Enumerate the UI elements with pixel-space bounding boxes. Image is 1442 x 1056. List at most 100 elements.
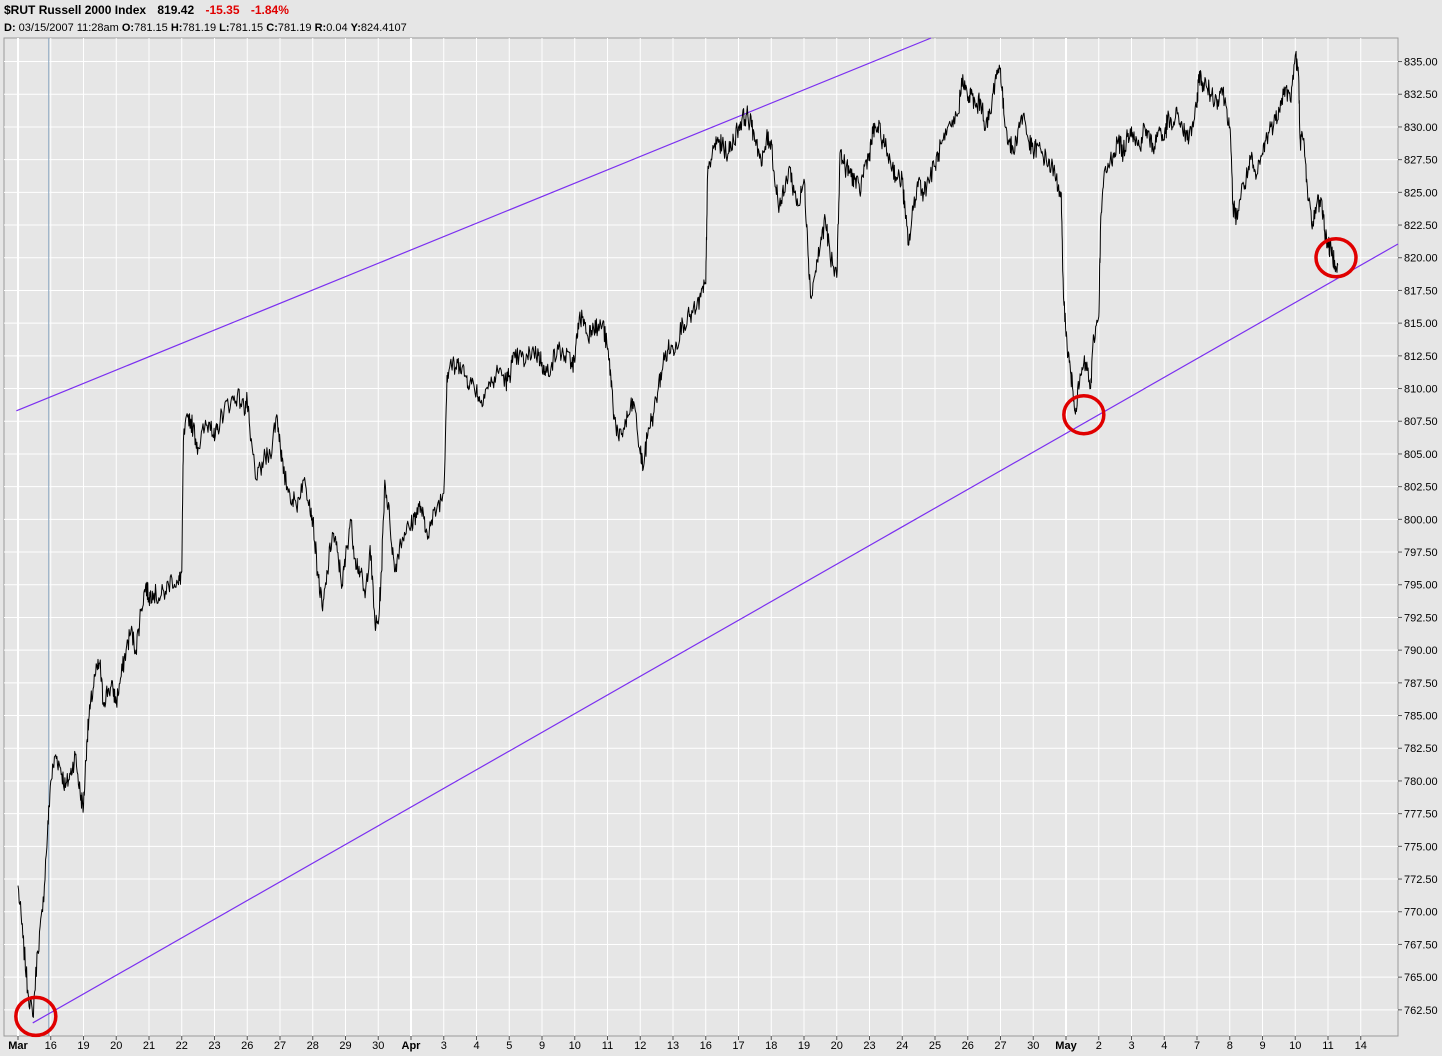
x-tick-label: 21 bbox=[143, 1040, 155, 1052]
y-value: 824.4107 bbox=[360, 22, 407, 34]
x-tick-label: 30 bbox=[1027, 1040, 1039, 1052]
y-tick-label: 830.00 bbox=[1404, 122, 1438, 134]
x-tick-label: 3 bbox=[1128, 1040, 1134, 1052]
y-tick-label: 762.50 bbox=[1404, 1005, 1438, 1017]
y-tick-label: 817.50 bbox=[1404, 285, 1438, 297]
y-tick-label: 772.50 bbox=[1404, 874, 1438, 886]
x-tick-label: 19 bbox=[77, 1040, 89, 1052]
price-change: -15.35 bbox=[205, 3, 240, 17]
annotations bbox=[14, 236, 1358, 1038]
x-tick-label: 30 bbox=[372, 1040, 384, 1052]
trendlines bbox=[16, 37, 1399, 1024]
y-tick-label: 832.50 bbox=[1404, 89, 1438, 101]
y-tick-label: 800.00 bbox=[1404, 514, 1438, 526]
x-tick-label: 10 bbox=[569, 1040, 581, 1052]
y-tick-label: 835.00 bbox=[1404, 57, 1438, 69]
x-tick-label: 4 bbox=[1161, 1040, 1167, 1052]
y-tick-label: 790.00 bbox=[1404, 645, 1438, 657]
x-tick-label: Apr bbox=[402, 1040, 422, 1052]
y-tick-label: 775.00 bbox=[1404, 841, 1438, 853]
chart-header: $RUT Russell 2000 Index 819.42 -15.35 -1… bbox=[0, 0, 1442, 38]
x-tick-label: 5 bbox=[506, 1040, 512, 1052]
close-label: C: bbox=[266, 22, 278, 34]
y-tick-label: 780.00 bbox=[1404, 776, 1438, 788]
x-tick-label: 12 bbox=[634, 1040, 646, 1052]
price-change-pct: -1.84% bbox=[250, 3, 289, 17]
high-value: 781.19 bbox=[182, 22, 217, 34]
x-tick-label: Mar bbox=[8, 1040, 28, 1052]
upper-channel-trendline bbox=[16, 37, 932, 412]
x-tick-label: 25 bbox=[929, 1040, 941, 1052]
y-tick-label: 825.00 bbox=[1404, 187, 1438, 199]
y-tick-label: 795.00 bbox=[1404, 580, 1438, 592]
x-tick-label: 17 bbox=[732, 1040, 744, 1052]
y-tick-label: 815.00 bbox=[1404, 318, 1438, 330]
x-tick-label: 13 bbox=[667, 1040, 679, 1052]
open-value: 781.15 bbox=[134, 22, 168, 34]
y-tick-label: 787.50 bbox=[1404, 678, 1438, 690]
y-tick-label: 782.50 bbox=[1404, 743, 1438, 755]
y-tick-label: 810.00 bbox=[1404, 384, 1438, 396]
x-tick-label: 3 bbox=[441, 1040, 447, 1052]
x-tick-label: 9 bbox=[539, 1040, 545, 1052]
x-tick-label: 23 bbox=[208, 1040, 220, 1052]
low-may-circle bbox=[1062, 393, 1106, 436]
y-tick-label: 792.50 bbox=[1404, 612, 1438, 624]
time-value: 11:28am bbox=[76, 22, 119, 34]
y-tick-label: 802.50 bbox=[1404, 482, 1438, 494]
x-tick-label: 19 bbox=[798, 1040, 810, 1052]
high-label: H: bbox=[170, 22, 183, 34]
x-tick-label: 26 bbox=[962, 1040, 974, 1052]
y-tick-label: 785.00 bbox=[1404, 711, 1438, 723]
low-march-circle bbox=[14, 995, 58, 1038]
x-tick-label: 8 bbox=[1227, 1040, 1233, 1052]
x-tick-label: 29 bbox=[339, 1040, 351, 1052]
x-axis: Mar 16 19 20 21 22 23 26 27 28 29 30 Apr 3 4 5 9 10 11 12 13… bbox=[8, 1036, 1367, 1052]
x-tick-label: 7 bbox=[1194, 1040, 1200, 1052]
ohlc-readout: D: 03/15/2007 11:28am O:781.15 H:781.19 … bbox=[4, 22, 407, 34]
y-tick-label: 807.50 bbox=[1404, 416, 1438, 428]
y-tick-label: 797.50 bbox=[1404, 547, 1438, 559]
last-price: 819.42 bbox=[157, 3, 195, 17]
plot-area bbox=[3, 37, 1399, 1037]
range-value: 0.04 bbox=[326, 22, 348, 34]
x-tick-label: 11 bbox=[602, 1040, 613, 1052]
low-may-11-circle bbox=[1314, 236, 1358, 279]
x-tick-label: 27 bbox=[274, 1040, 286, 1052]
symbol: $RUT bbox=[4, 3, 36, 17]
y-tick-label: 805.00 bbox=[1404, 449, 1438, 461]
y-tick-label: 767.50 bbox=[1404, 939, 1438, 951]
range-label: R: bbox=[314, 22, 327, 34]
grid bbox=[3, 37, 1399, 1037]
x-tick-label: 20 bbox=[831, 1040, 843, 1052]
x-tick-label: 20 bbox=[110, 1040, 122, 1052]
y-tick-label: 765.00 bbox=[1404, 972, 1438, 984]
x-tick-label: 16 bbox=[700, 1040, 712, 1052]
price-series bbox=[17, 50, 1339, 1018]
x-tick-label: 16 bbox=[45, 1040, 57, 1052]
open-label: O: bbox=[121, 22, 135, 34]
title-line: $RUT Russell 2000 Index 819.42 -15.35 -1… bbox=[4, 3, 289, 17]
x-tick-label: 18 bbox=[765, 1040, 777, 1052]
x-tick-label: 4 bbox=[473, 1040, 479, 1052]
close-value: 781.19 bbox=[277, 22, 312, 34]
x-tick-label: May bbox=[1055, 1040, 1077, 1052]
date-label: D: bbox=[4, 22, 16, 34]
y-label: Y: bbox=[350, 22, 361, 34]
x-tick-label: 10 bbox=[1289, 1040, 1301, 1052]
y-tick-label: 812.50 bbox=[1404, 351, 1438, 363]
x-tick-label: 23 bbox=[863, 1040, 875, 1052]
x-tick-label: 11 bbox=[1322, 1040, 1333, 1052]
y-axis: 835.00 832.50 830.00 827.50 825.00 822.50 820.… bbox=[1398, 57, 1438, 1017]
lower-channel-trendline bbox=[32, 243, 1399, 1024]
x-tick-label: 26 bbox=[241, 1040, 253, 1052]
x-tick-label: 9 bbox=[1259, 1040, 1265, 1052]
index-name: Russell 2000 Index bbox=[38, 3, 147, 17]
x-tick-label: 22 bbox=[176, 1040, 188, 1052]
date-value: 03/15/2007 bbox=[18, 22, 74, 34]
y-tick-label: 777.50 bbox=[1404, 809, 1438, 821]
x-tick-label: 14 bbox=[1355, 1040, 1367, 1052]
x-tick-label: 27 bbox=[994, 1040, 1006, 1052]
y-tick-label: 827.50 bbox=[1404, 155, 1438, 167]
